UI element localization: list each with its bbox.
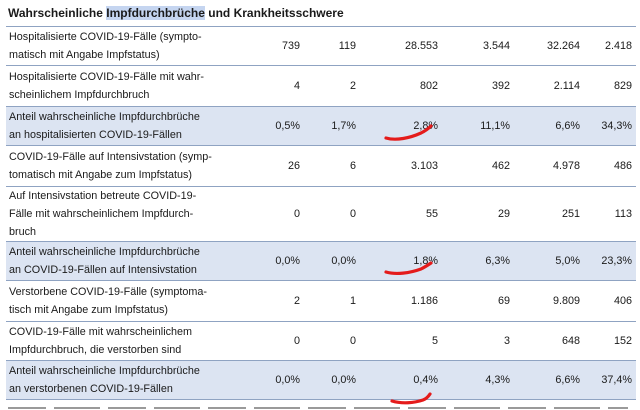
row-label-line: scheinlichem Impfdurchbruch <box>9 89 150 101</box>
value-cell: 6 <box>304 145 360 187</box>
row-label-line: an COVID-19-Fällen auf Intensivstation <box>9 264 197 276</box>
value-cell: 34,3% <box>584 106 636 146</box>
value-cell: 0,0% <box>304 241 360 281</box>
value-cell: 486 <box>584 145 636 187</box>
value-cell: 251 <box>514 186 584 242</box>
value-cell: 829 <box>584 65 636 107</box>
value-cell: 113 <box>584 186 636 242</box>
value-cell: 0 <box>242 321 304 361</box>
row-label-line: Hospitalisierte COVID-19-Fälle mit wahr- <box>9 71 204 83</box>
value-cell: 1,8% <box>360 241 442 281</box>
value-cell: 26 <box>242 145 304 187</box>
value-cell: 3.103 <box>360 145 442 187</box>
row-label: Hospitalisierte COVID-19-Fälle (sympto-m… <box>6 26 242 66</box>
value-cell: 37,4% <box>584 360 636 400</box>
table-row: COVID-19-Fälle mit wahrscheinlichem Impfd… <box>6 321 636 361</box>
row-label-line: Impfdurchbruch, die verstorben sind <box>9 344 182 356</box>
value-cell: 11,1% <box>442 106 514 146</box>
value-cell: 23,3% <box>584 241 636 281</box>
value-cell: 2.114 <box>514 65 584 107</box>
table-row-share: Anteil wahrscheinliche Impfdurchbrüche an… <box>6 360 636 400</box>
row-label: Auf Intensivstation betreute COVID-19- Fä… <box>6 186 242 242</box>
row-label-line: Hospitalisierte COVID-19-Fälle (sympto- <box>9 31 202 43</box>
value-cell: 6,3% <box>442 241 514 281</box>
value-cell: 0,0% <box>304 360 360 400</box>
row-label-line: Fälle mit wahrscheinlichem Impfdurch- <box>9 208 194 220</box>
row-label-line: COVID-19-Fälle auf Intensivstation (symp… <box>9 151 212 163</box>
row-label-line: Anteil wahrscheinliche Impfdurchbrüche <box>9 111 200 123</box>
value-cell: 6,6% <box>514 360 584 400</box>
value-cell: 2 <box>304 65 360 107</box>
row-label-line: Verstorbene COVID-19-Fälle (symptoma- <box>9 286 208 298</box>
value-cell: 0,0% <box>242 360 304 400</box>
cut-off-footnote <box>8 404 628 410</box>
heading-highlighted-term: Impfdurchbrüche <box>106 6 205 20</box>
value-cell: 1 <box>304 280 360 322</box>
breakthrough-severity-table: Hospitalisierte COVID-19-Fälle (sympto-m… <box>6 26 636 400</box>
heading-text-after: und Krankheitsschwere <box>204 6 344 20</box>
value-cell: 1.186 <box>360 280 442 322</box>
table-row: Verstorbene COVID-19-Fälle (symptoma-tis… <box>6 280 636 322</box>
value-cell: 2 <box>242 280 304 322</box>
value-cell: 3 <box>442 321 514 361</box>
value-cell: 32.264 <box>514 26 584 66</box>
value-cell: 152 <box>584 321 636 361</box>
value-cell: 0 <box>242 186 304 242</box>
table-row: COVID-19-Fälle auf Intensivstation (symp… <box>6 145 636 187</box>
value-cell: 2.418 <box>584 26 636 66</box>
row-label-line: matisch mit Angabe Impfstatus) <box>9 49 160 61</box>
row-label-line: Anteil wahrscheinliche Impfdurchbrüche <box>9 246 200 258</box>
heading-text-before: Wahrscheinliche <box>8 6 107 20</box>
value-cell: 0,5% <box>242 106 304 146</box>
table-row-share: Anteil wahrscheinliche Impfdurchbrüche an… <box>6 241 636 281</box>
value-cell: 6,6% <box>514 106 584 146</box>
value-cell: 69 <box>442 280 514 322</box>
value-cell: 3.544 <box>442 26 514 66</box>
value-cell: 739 <box>242 26 304 66</box>
row-label-line: an hospitalisierten COVID-19-Fällen <box>9 129 182 141</box>
row-label: Anteil wahrscheinliche Impfdurchbrüche an… <box>6 106 242 146</box>
value-cell: 392 <box>442 65 514 107</box>
row-label: Anteil wahrscheinliche Impfdurchbrüche an… <box>6 241 242 281</box>
value-cell: 462 <box>442 145 514 187</box>
value-cell: 406 <box>584 280 636 322</box>
row-label-line: an verstorbenen COVID-19-Fällen <box>9 383 173 395</box>
value-cell: 55 <box>360 186 442 242</box>
value-cell: 119 <box>304 26 360 66</box>
row-label-line: COVID-19-Fälle mit wahrscheinlichem <box>9 326 192 338</box>
table-row: Auf Intensivstation betreute COVID-19- Fä… <box>6 186 636 242</box>
row-label-line: Anteil wahrscheinliche Impfdurchbrüche <box>9 365 200 377</box>
value-cell: 5,0% <box>514 241 584 281</box>
row-label: Anteil wahrscheinliche Impfdurchbrüche an… <box>6 360 242 400</box>
value-cell: 1,7% <box>304 106 360 146</box>
value-cell: 0 <box>304 186 360 242</box>
row-label: COVID-19-Fälle mit wahrscheinlichem Impfd… <box>6 321 242 361</box>
row-label-line: bruch <box>9 226 37 238</box>
value-cell: 4,3% <box>442 360 514 400</box>
value-cell: 5 <box>360 321 442 361</box>
value-cell: 802 <box>360 65 442 107</box>
value-cell: 4.978 <box>514 145 584 187</box>
value-cell: 28.553 <box>360 26 442 66</box>
value-cell: 9.809 <box>514 280 584 322</box>
value-cell: 0,0% <box>242 241 304 281</box>
value-cell: 0 <box>304 321 360 361</box>
row-label-line: tomatisch mit Angabe zum Impfstatus) <box>9 169 193 181</box>
row-label: COVID-19-Fälle auf Intensivstation (symp… <box>6 145 242 187</box>
value-cell: 4 <box>242 65 304 107</box>
value-cell: 29 <box>442 186 514 242</box>
row-label: Verstorbene COVID-19-Fälle (symptoma-tis… <box>6 280 242 322</box>
value-cell: 2,8% <box>360 106 442 146</box>
table-row: Hospitalisierte COVID-19-Fälle (sympto-m… <box>6 26 636 66</box>
row-label-line: tisch mit Angabe zum Impfstatus) <box>9 304 169 316</box>
table-row-share: Anteil wahrscheinliche Impfdurchbrüche an… <box>6 106 636 146</box>
table-row: Hospitalisierte COVID-19-Fälle mit wahr-… <box>6 65 636 107</box>
value-cell: 648 <box>514 321 584 361</box>
row-label: Hospitalisierte COVID-19-Fälle mit wahr-… <box>6 65 242 107</box>
value-cell: 0,4% <box>360 360 442 400</box>
table-heading: Wahrscheinliche Impfdurchbrüche und Kran… <box>8 4 344 22</box>
row-label-line: Auf Intensivstation betreute COVID-19- <box>9 190 197 202</box>
